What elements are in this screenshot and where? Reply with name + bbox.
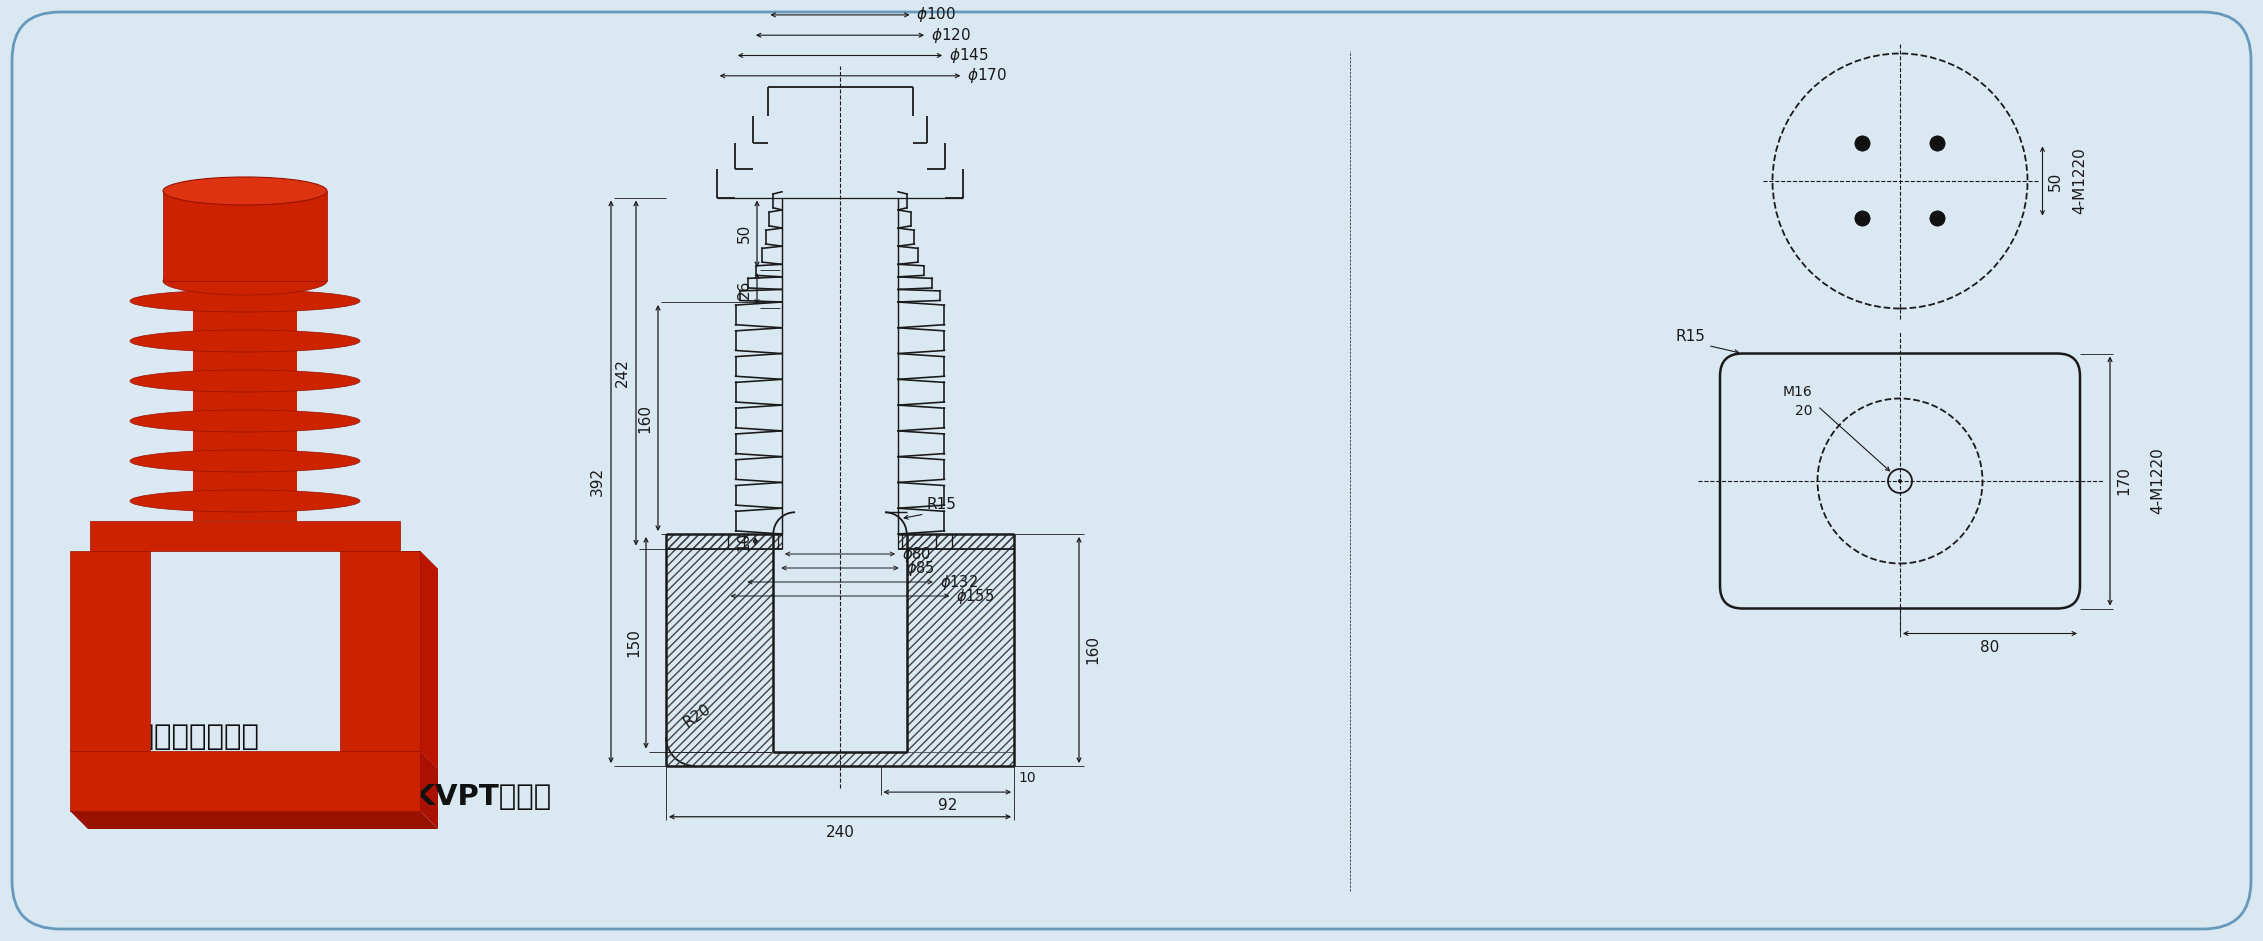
Ellipse shape [129,450,360,472]
Text: $\phi$145: $\phi$145 [948,46,989,65]
Text: 10: 10 [735,532,751,550]
Text: 50: 50 [738,224,751,244]
Text: 240: 240 [826,824,855,839]
Text: 型号：ZNJX3-40.5（35KVPT车用）: 型号：ZNJX3-40.5（35KVPT车用） [120,783,552,811]
Text: $\phi$120: $\phi$120 [930,25,971,45]
Circle shape [1930,211,1944,226]
Polygon shape [339,551,421,751]
Text: 392: 392 [591,468,604,496]
Text: 4-M1220: 4-M1220 [2073,148,2086,215]
Polygon shape [421,751,439,829]
Ellipse shape [129,410,360,432]
Ellipse shape [129,490,360,512]
Polygon shape [70,551,149,751]
Text: R15: R15 [1675,328,1704,343]
Bar [192,361,296,401]
Bar [907,534,1014,752]
Circle shape [1856,136,1869,151]
Text: 242: 242 [616,359,629,388]
Text: $\phi$132: $\phi$132 [939,572,978,592]
Polygon shape [339,551,439,569]
Text: 160: 160 [1084,635,1100,664]
Text: 80: 80 [1980,641,2000,656]
Text: R20: R20 [681,700,713,730]
Bar [192,281,296,321]
Text: 92: 92 [937,798,957,813]
Bar [192,481,296,521]
Circle shape [1856,211,1869,226]
Bar [163,191,326,281]
Ellipse shape [129,290,360,312]
Text: R15: R15 [928,497,957,512]
Text: $\phi$170: $\phi$170 [966,66,1007,86]
Circle shape [1856,211,1869,226]
Bar [192,401,296,441]
Text: $\phi$155: $\phi$155 [957,586,996,605]
Text: $\phi$100: $\phi$100 [917,6,957,24]
Text: $\phi$85: $\phi$85 [905,559,935,578]
Polygon shape [421,551,439,769]
Ellipse shape [163,177,326,205]
Polygon shape [70,751,421,811]
Circle shape [1930,136,1944,151]
Polygon shape [70,811,439,829]
Ellipse shape [129,370,360,392]
Bar [665,534,774,752]
Text: 150: 150 [627,629,640,657]
Bar [665,752,1014,766]
Circle shape [1930,136,1944,151]
Ellipse shape [129,330,360,352]
Text: 20: 20 [1795,404,1813,418]
Bar [898,534,1014,549]
FancyBboxPatch shape [11,12,2252,929]
Text: $\phi$80: $\phi$80 [903,545,932,564]
Text: 10: 10 [1018,771,1036,785]
Circle shape [1930,211,1944,226]
Bar [192,441,296,481]
Text: M16: M16 [1783,385,1813,398]
Bar [665,534,783,549]
Text: 名称：连体绍缘子: 名称：连体绍缘子 [120,723,260,751]
Text: 160: 160 [636,404,652,433]
Text: 50: 50 [2048,171,2062,191]
Text: 26: 26 [738,279,751,298]
Text: 170: 170 [2116,467,2132,496]
Bar [192,321,296,361]
Polygon shape [339,751,439,769]
Circle shape [1856,136,1869,151]
Polygon shape [91,521,401,551]
Text: 4-M1220: 4-M1220 [2150,448,2166,515]
Ellipse shape [163,267,326,295]
Circle shape [1899,479,1901,483]
